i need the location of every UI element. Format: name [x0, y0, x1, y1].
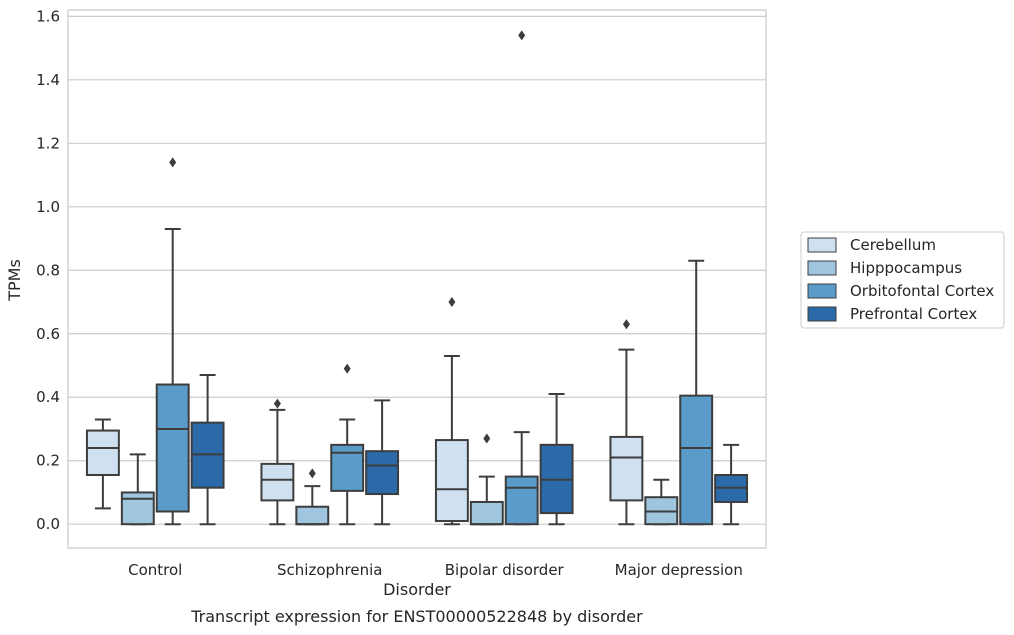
box-iqr	[504, 475, 539, 526]
box-0-0	[85, 418, 120, 510]
box-3-3	[714, 443, 749, 526]
plot-frame	[67, 9, 767, 549]
box-iqr	[365, 450, 400, 496]
box-2-3	[539, 393, 574, 526]
legend-label: Hipppocampus	[850, 259, 962, 277]
x-tick-label: Major depression	[615, 561, 743, 579]
y-tick-label: 1.2	[36, 134, 60, 152]
x-axis-title: Disorder	[383, 580, 451, 599]
y-tick-label: 1.0	[36, 198, 60, 216]
y-tick-label: 0.8	[36, 261, 60, 279]
legend-label: Prefrontal Cortex	[850, 305, 977, 323]
box-iqr	[260, 462, 295, 502]
outlier-point	[273, 398, 281, 409]
legend-swatch	[807, 283, 837, 299]
box-iqr	[469, 500, 504, 526]
outlier-point	[308, 468, 316, 479]
box-1-3	[365, 399, 400, 526]
x-tick-label: Schizophrenia	[277, 561, 382, 579]
x-tick-labels: Control Schizophrenia Bipolar disorder Majo…	[128, 561, 743, 579]
outlier-point	[343, 363, 351, 374]
box-iqr	[434, 439, 469, 523]
box-iqr	[330, 443, 365, 492]
box-iqr	[85, 429, 120, 476]
box-iqr	[155, 383, 190, 513]
box-iqr	[120, 491, 155, 526]
y-tick-label: 0.6	[36, 325, 60, 343]
outlier-point	[622, 319, 630, 330]
box-2-1	[469, 433, 504, 526]
box-3-1	[644, 478, 679, 526]
legend-label: Cerebellum	[850, 236, 936, 254]
y-tick-label: 1.6	[36, 7, 60, 25]
y-tick-label: 1.4	[36, 71, 60, 89]
box-2-0	[434, 297, 469, 526]
box-1-1	[295, 468, 330, 526]
outlier-point	[483, 433, 491, 444]
legend-swatch	[807, 237, 837, 253]
box-0-3	[190, 374, 225, 526]
box-iqr	[609, 435, 644, 502]
figure-caption: Transcript expression for ENST0000052284…	[190, 607, 643, 626]
box-0-1	[120, 453, 155, 526]
box-2-2	[504, 30, 539, 526]
outlier-point	[448, 297, 456, 308]
box-iqr	[295, 505, 330, 526]
legend-swatch	[807, 306, 837, 322]
box-1-2	[330, 363, 365, 526]
box-1-0	[260, 398, 295, 526]
legend: Cerebellum Hipppocampus Orbitofontal Corte…	[800, 231, 1005, 329]
y-tick-label: 0.4	[36, 388, 60, 406]
legend-label: Orbitofontal Cortex	[850, 282, 994, 300]
x-tick-label: Control	[128, 561, 182, 579]
box-3-0	[609, 319, 644, 526]
y-tick-label: 0.2	[36, 452, 60, 470]
outlier-point	[518, 30, 526, 41]
y-axis-title: TPMs	[5, 259, 24, 302]
legend-swatch	[807, 260, 837, 276]
x-tick-label: Bipolar disorder	[445, 561, 565, 579]
box-0-2	[155, 157, 190, 526]
outlier-point	[169, 157, 177, 168]
legend-frame	[800, 231, 1005, 329]
box-iqr	[679, 394, 714, 526]
box-3-2	[679, 259, 714, 526]
boxes	[85, 30, 749, 526]
y-tick-label: 0.0	[36, 515, 60, 533]
y-tick-labels: 0.0 0.2 0.4 0.6 0.8 1.0 1.2 1.4 1.6	[36, 7, 60, 533]
